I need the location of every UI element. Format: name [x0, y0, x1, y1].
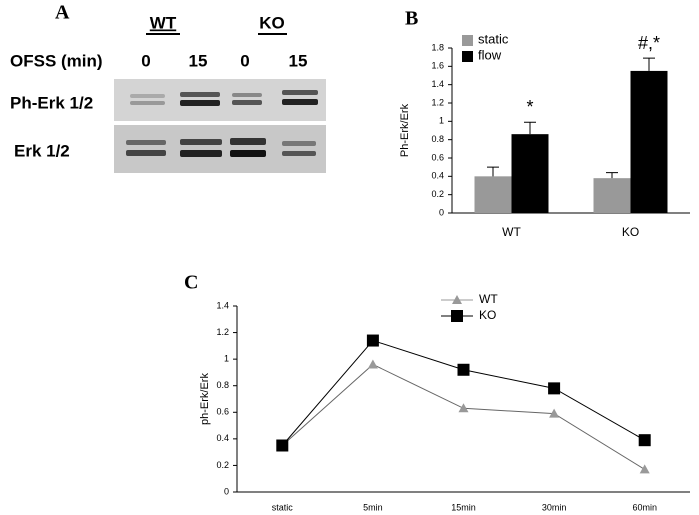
marker — [367, 359, 378, 369]
legend-label: flow — [478, 47, 502, 62]
band-label: Erk 1/2 — [14, 141, 70, 160]
legend-swatch — [462, 51, 473, 62]
y-tick-label: 0.6 — [216, 407, 229, 417]
y-tick-label: 1.6 — [431, 61, 444, 71]
y-tick-label: 0.2 — [431, 189, 444, 199]
y-axis-label: ph-Erk/Erk — [199, 373, 211, 425]
time-label: 15 — [189, 51, 208, 70]
y-tick-label: 0.6 — [431, 152, 444, 162]
bar — [511, 134, 549, 213]
bar — [474, 176, 512, 213]
y-tick-label: 1 — [224, 354, 229, 364]
annotation: #,* — [638, 33, 660, 53]
blot-image — [114, 79, 326, 173]
panel-letter: C — [184, 272, 198, 294]
y-tick-label: 1.4 — [431, 79, 444, 89]
marker — [639, 464, 650, 474]
y-axis-label: Ph-Erk/Erk — [399, 103, 411, 157]
error-bar — [606, 172, 618, 179]
marker — [457, 363, 470, 376]
y-tick-label: 1.4 — [216, 300, 229, 310]
y-tick-label: 0 — [224, 486, 229, 496]
group-label: WT — [150, 13, 177, 32]
marker — [366, 334, 379, 347]
marker — [638, 434, 651, 447]
x-tick-label: KO — [622, 225, 639, 239]
x-tick-label: 5min — [363, 502, 383, 512]
marker — [549, 408, 560, 418]
x-tick-label: 60min — [632, 502, 657, 512]
time-label: 0 — [141, 51, 150, 70]
x-tick-label: 15min — [451, 502, 476, 512]
error-bar — [487, 166, 499, 177]
line — [281, 339, 645, 446]
line — [281, 363, 645, 470]
x-tick-label: static — [272, 502, 294, 512]
legend-label: KO — [479, 308, 496, 322]
y-tick-label: 1.2 — [216, 327, 229, 337]
y-tick-label: 0 — [439, 207, 444, 217]
legend-marker — [452, 295, 462, 304]
time-label: 15 — [289, 51, 308, 70]
error-bar — [524, 121, 536, 135]
legend-swatch — [462, 35, 473, 46]
y-tick-label: 0.4 — [216, 433, 229, 443]
error-bar — [643, 57, 655, 71]
bar — [593, 178, 631, 213]
panel-letter: B — [405, 8, 418, 30]
x-tick-label: 30min — [542, 502, 567, 512]
y-tick-label: 0.8 — [431, 134, 444, 144]
y-tick-label: 0.8 — [216, 380, 229, 390]
y-tick-label: 0.2 — [216, 460, 229, 470]
y-tick-label: 1.2 — [431, 97, 444, 107]
marker — [548, 382, 561, 395]
band-label: Ph-Erk 1/2 — [10, 93, 93, 112]
annotation: * — [526, 97, 533, 117]
row-label: OFSS (min) — [10, 51, 103, 70]
marker — [458, 403, 469, 413]
legend-label: static — [478, 31, 509, 46]
y-tick-label: 1.8 — [431, 42, 444, 52]
legend-marker — [451, 310, 463, 322]
panel-letter: A — [55, 2, 70, 24]
marker — [276, 439, 289, 452]
legend-label: WT — [479, 292, 498, 306]
y-tick-label: 1 — [439, 116, 444, 126]
y-tick-label: 0.4 — [431, 171, 444, 181]
group-label: KO — [259, 13, 285, 32]
bar — [630, 70, 668, 214]
time-label: 0 — [240, 51, 249, 70]
x-tick-label: WT — [502, 225, 521, 239]
